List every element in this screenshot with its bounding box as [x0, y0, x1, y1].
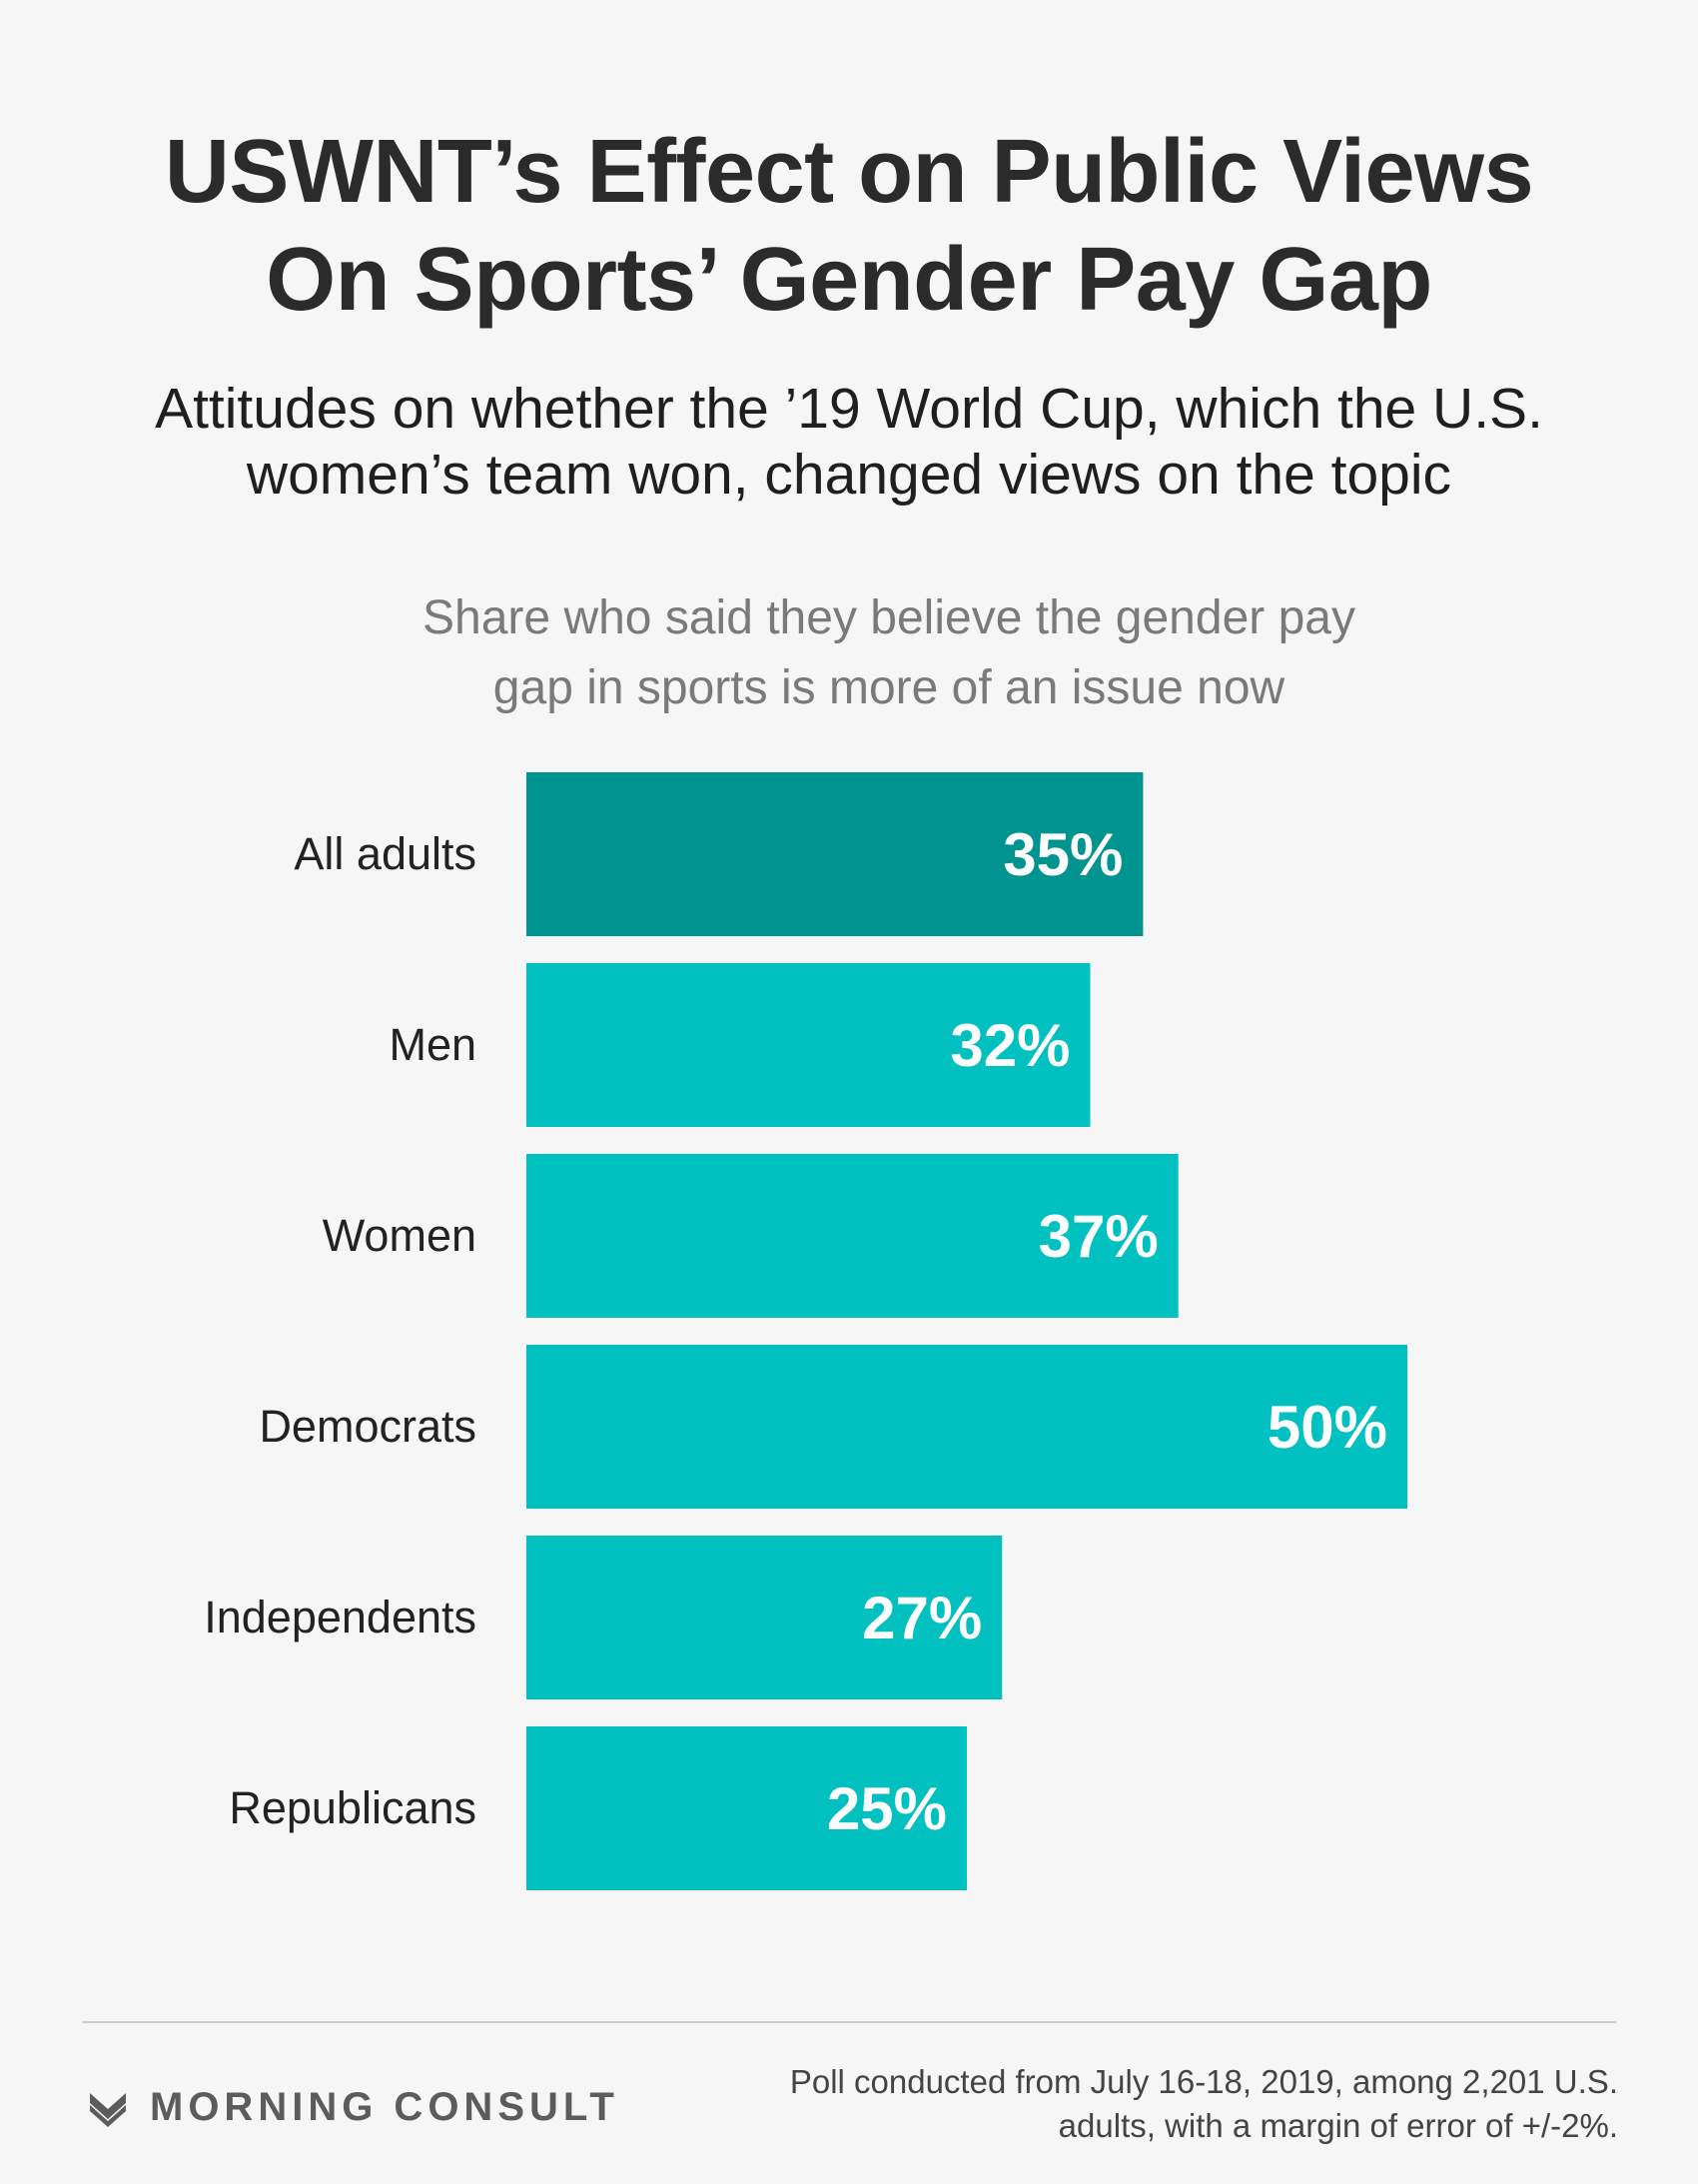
chart-question-line-2: gap in sports is more of an issue now	[492, 661, 1285, 714]
chart-question-line-1: Share who said they believe the gender p…	[423, 591, 1355, 644]
logo-text: MORNING CONSULT	[150, 2084, 619, 2129]
category-label: Democrats	[259, 1401, 476, 1452]
category-label: Independents	[204, 1592, 476, 1642]
category-label: Republicans	[229, 1782, 476, 1833]
source-note: Poll conducted from July 16-18, 2019, am…	[619, 2060, 1618, 2148]
value-label: 32%	[950, 1012, 1070, 1079]
category-label: Men	[389, 1019, 476, 1070]
bar-all-adults	[526, 772, 1144, 936]
morning-consult-logo: MORNING CONSULT	[88, 2082, 619, 2132]
footer-divider	[82, 2021, 1616, 2023]
source-note-line-1: Poll conducted from July 16-18, 2019, am…	[789, 2063, 1618, 2100]
subtitle-line-2: women’s team won, changed views on the t…	[246, 443, 1452, 507]
value-label: 35%	[1003, 821, 1123, 888]
bar-chart: All adults 35% Men 32% Women 37% Democrats 50% I…	[204, 772, 1407, 1890]
category-label: All adults	[294, 828, 476, 879]
category-label: Women	[323, 1210, 476, 1261]
title-line-2: On Sports’ Gender Pay Gap	[266, 230, 1432, 330]
bar-men	[526, 963, 1091, 1127]
chart-question: Share who said they believe the gender p…	[330, 583, 1448, 723]
value-label: 37%	[1039, 1203, 1159, 1270]
title-line-1: USWNT’s Effect on Public Views	[164, 122, 1534, 222]
value-label: 27%	[862, 1585, 982, 1651]
bar-democrats	[526, 1345, 1407, 1509]
source-note-line-2: adults, with a margin of error of +/-2%.	[1058, 2107, 1618, 2144]
value-label: 50%	[1268, 1394, 1387, 1461]
bar-women	[526, 1154, 1179, 1318]
value-label: 25%	[827, 1775, 947, 1842]
subtitle-line-1: Attitudes on whether the ’19 World Cup, …	[155, 377, 1543, 441]
morning-consult-chevron-icon	[90, 2093, 126, 2127]
bar-independents	[526, 1536, 1003, 1699]
chart-subtitle: Attitudes on whether the ’19 World Cup, …	[0, 376, 1698, 508]
bar-republicans	[526, 1726, 967, 1890]
chart-title-heading: USWNT’s Effect on Public Views On Sports…	[0, 118, 1698, 334]
